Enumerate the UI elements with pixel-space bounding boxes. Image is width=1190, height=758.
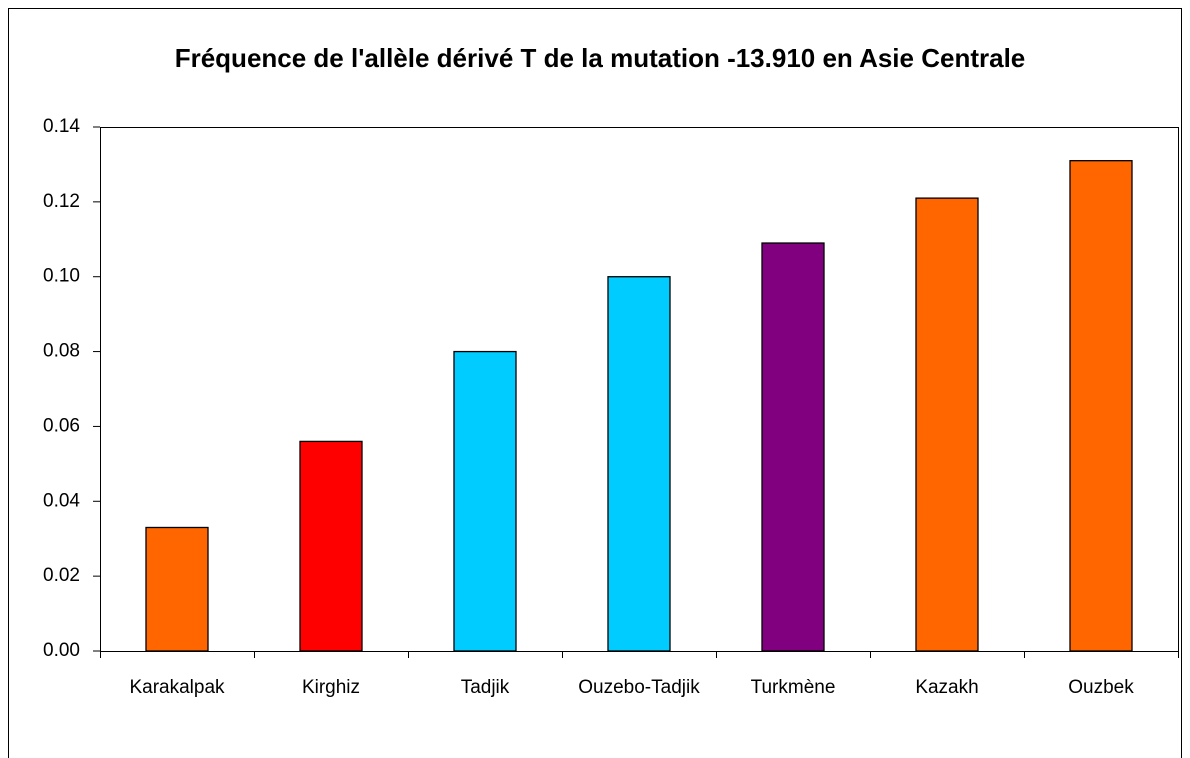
y-tick-label: 0.06 xyxy=(43,415,80,436)
x-tick-label: Turkmène xyxy=(751,677,836,698)
x-tick-label: Ouzebo-Tadjik xyxy=(578,677,700,698)
y-tick-label: 0.14 xyxy=(43,116,80,137)
y-tick-label: 0.08 xyxy=(43,341,80,362)
bar xyxy=(453,350,517,652)
y-tick-label: 0.00 xyxy=(43,640,80,661)
chart-title: Fréquence de l'allèle dérivé T de la mut… xyxy=(175,43,1026,73)
y-tick-label: 0.10 xyxy=(43,266,80,287)
bar xyxy=(607,276,671,652)
bar xyxy=(299,440,363,652)
x-tick-label: Kirghiz xyxy=(302,677,360,698)
bar xyxy=(915,197,979,652)
x-tick-label: Kazakh xyxy=(915,677,978,698)
bar xyxy=(761,242,825,652)
y-tick-label: 0.02 xyxy=(43,565,80,586)
x-tick-label: Karakalpak xyxy=(129,677,225,698)
y-tick-label: 0.12 xyxy=(43,191,80,212)
bar xyxy=(145,526,209,652)
y-tick-label: 0.04 xyxy=(43,490,80,511)
plot-frame xyxy=(100,127,1179,651)
x-tick-label: Ouzbek xyxy=(1068,677,1134,698)
chart-frame xyxy=(8,8,1182,758)
bar xyxy=(1069,160,1133,652)
x-tick-label: Tadjik xyxy=(461,677,510,698)
